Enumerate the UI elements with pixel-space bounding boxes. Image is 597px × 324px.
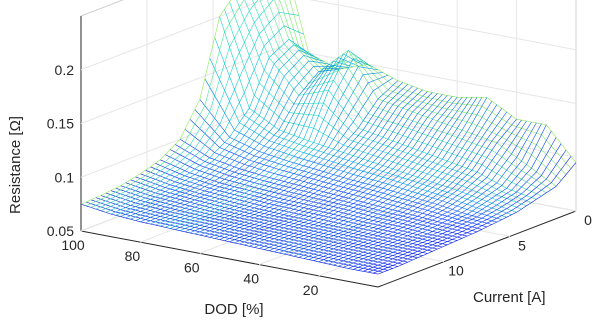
z-grid-line bbox=[80, 100, 577, 178]
surface-dod-line bbox=[333, 121, 532, 266]
z-tick-label: 0.1 bbox=[55, 169, 75, 185]
surface-dod-line bbox=[135, 65, 334, 221]
surface-dod-line bbox=[174, 58, 374, 230]
surface-dod-line bbox=[348, 124, 547, 269]
z-grid-line bbox=[80, 0, 577, 71]
surface-dod-line bbox=[273, 97, 473, 253]
surface-dod-line bbox=[283, 97, 483, 255]
surface-dod-line bbox=[194, 77, 394, 235]
surface-dod-line bbox=[308, 111, 507, 260]
surface-dod-line bbox=[234, 92, 433, 244]
surface-dod-line bbox=[249, 95, 448, 247]
back-top-edge bbox=[80, 0, 125, 17]
z-tick-label: 0.05 bbox=[47, 223, 74, 239]
surface-current-line bbox=[229, 1, 527, 207]
surface-dod-line bbox=[85, 0, 245, 207]
surface-dod-line bbox=[254, 96, 453, 248]
surface-dod-line bbox=[169, 49, 369, 229]
surface-dod-line bbox=[219, 87, 418, 240]
surface-dod-line bbox=[263, 97, 463, 250]
z-axis-label: Resistance [Ω] bbox=[7, 116, 24, 214]
surface-dod-line bbox=[150, 64, 349, 225]
surface-dod-line bbox=[377, 162, 577, 275]
surface-current-line bbox=[244, 0, 537, 200]
surface-dod-line bbox=[229, 91, 428, 243]
surface-dod-line bbox=[110, 38, 309, 215]
surface-dod-line bbox=[100, 11, 299, 211]
surface-dod-line bbox=[130, 60, 329, 220]
y-tick-label: 5 bbox=[518, 237, 526, 253]
surface-dod-line bbox=[120, 49, 319, 217]
x-axis-label: DOD [%] bbox=[204, 301, 263, 318]
surface-dod-line bbox=[199, 80, 399, 236]
x-grid-line bbox=[259, 0, 458, 266]
surface-dod-line bbox=[358, 137, 557, 271]
surface-dod-line bbox=[125, 55, 324, 219]
x-tick-label: 60 bbox=[184, 259, 200, 275]
surface-dod-line bbox=[184, 72, 383, 233]
surface-dod-line bbox=[343, 123, 542, 268]
surface-dod-line bbox=[115, 44, 314, 216]
surface-dod-line bbox=[204, 82, 404, 237]
surface-dod-line bbox=[224, 89, 423, 241]
x-tick-label: 20 bbox=[303, 282, 319, 298]
surface-dod-line bbox=[244, 94, 443, 246]
y-tick-label: 0 bbox=[584, 212, 592, 228]
surface-current-line bbox=[155, 163, 453, 243]
x-tick-label: 100 bbox=[61, 237, 85, 253]
surface-dod-line bbox=[338, 122, 537, 267]
surface-dod-line bbox=[323, 119, 522, 264]
surface-dod-line bbox=[189, 74, 389, 234]
y-axis-line bbox=[377, 210, 577, 288]
x-tick-label: 40 bbox=[243, 271, 259, 287]
surface-dod-line bbox=[362, 143, 562, 272]
surface-current-line bbox=[294, 0, 577, 163]
surface-dod-line bbox=[140, 69, 339, 223]
z-tick-label: 0.2 bbox=[55, 62, 75, 78]
surface-dod-line bbox=[95, 0, 274, 210]
surface-dod-line bbox=[303, 108, 503, 259]
x-grid-line bbox=[80, 0, 280, 232]
x-axis-line bbox=[80, 230, 379, 288]
surface-dod-line bbox=[145, 67, 344, 224]
surface-dod-line bbox=[293, 100, 493, 257]
surface-current-line bbox=[274, 0, 557, 187]
surface-dod-line bbox=[318, 119, 517, 263]
y-axis-label: Current [A] bbox=[473, 289, 546, 306]
x-tick-label: 80 bbox=[125, 248, 141, 264]
surface-dod-line bbox=[80, 0, 232, 205]
surface-current-line bbox=[160, 159, 458, 241]
surface-dod-line bbox=[209, 84, 408, 238]
surface-dod-line bbox=[259, 97, 458, 249]
z-grid-line bbox=[80, 46, 577, 124]
tick-labels: 0.05 0.1 0.15 0.2 100 80 60 40 20 0 5 10 bbox=[47, 62, 592, 298]
surface-dod-line bbox=[353, 130, 552, 270]
surface-current-line bbox=[266, 0, 552, 190]
surface-dod-line bbox=[313, 115, 512, 261]
surface-dod-line bbox=[165, 53, 364, 228]
surface-dod-line bbox=[298, 104, 498, 258]
surface-dod-line bbox=[288, 97, 488, 256]
y-tick-label: 10 bbox=[448, 263, 464, 279]
surface-dod-line bbox=[367, 149, 567, 273]
surface-dod-line bbox=[239, 93, 438, 245]
surface-dod-line bbox=[278, 97, 478, 254]
x-grid-line bbox=[140, 0, 339, 243]
surface-mesh bbox=[80, 0, 577, 275]
z-tick-label: 0.15 bbox=[47, 116, 74, 132]
surface-dod-line bbox=[214, 85, 413, 239]
surface-dod-line bbox=[372, 156, 572, 274]
surface-dod-line bbox=[155, 60, 354, 226]
surface-dod-line bbox=[90, 0, 259, 208]
surface-dod-line bbox=[179, 66, 379, 231]
surface-dod-line bbox=[105, 25, 304, 213]
surface-dod-line bbox=[160, 57, 359, 227]
y-grid-line bbox=[278, 0, 577, 212]
surface-dod-line bbox=[268, 97, 468, 251]
surface-dod-line bbox=[328, 120, 527, 265]
